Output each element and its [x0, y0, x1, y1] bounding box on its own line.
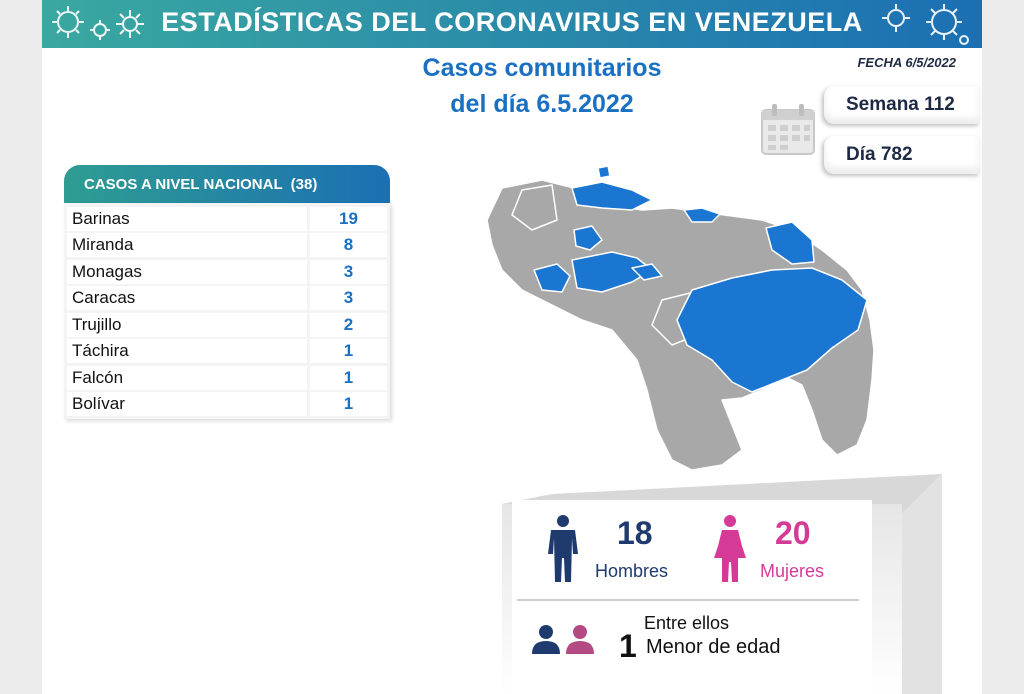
venezuela-map: [486, 165, 875, 471]
banner-title: ESTADÍSTICAS DEL CORONAVIRUS EN VENEZUEL…: [161, 7, 863, 37]
state-cases: 3: [343, 261, 354, 281]
map-state-caracas: [631, 263, 663, 281]
state-name: Táchira: [67, 339, 310, 363]
table-row: Caracas 3: [67, 286, 387, 310]
table-row: Táchira 1: [67, 339, 387, 363]
map-state-monagas: [765, 221, 815, 265]
state-name: Miranda: [67, 233, 310, 257]
virus-icon: [116, 10, 144, 38]
map-state-falcon: [571, 181, 653, 211]
map-state-falcon: [597, 165, 611, 179]
table-header-label: CASOS A NIVEL NACIONAL: [84, 175, 283, 193]
table-row: Monagas 3: [67, 259, 387, 284]
state-cases: 2: [343, 314, 354, 334]
table-header: CASOS A NIVEL NACIONAL (38): [64, 165, 390, 203]
heading-line-2: del día 6.5.2022: [450, 90, 634, 118]
state-name: Barinas: [67, 206, 310, 231]
man-icon: [548, 515, 578, 582]
week-badge: Semana 112: [824, 86, 980, 124]
table-row: Barinas 19: [67, 206, 387, 231]
state-name: Falcón: [67, 365, 310, 390]
map-state-miranda: [683, 207, 721, 223]
table-row: Bolívar 1: [67, 392, 387, 416]
map-state-trujillo: [573, 225, 603, 251]
virus-icon: [882, 4, 969, 45]
state-cases: 19: [339, 208, 358, 228]
title-banner: ESTADÍSTICAS DEL CORONAVIRUS EN VENEZUEL…: [42, 0, 982, 48]
state-cases: 1: [343, 394, 354, 413]
state-cases: 1: [343, 341, 354, 360]
table-header-total: (38): [290, 175, 318, 193]
state-cases: 3: [343, 288, 354, 307]
table-row: Falcón 1: [67, 365, 387, 390]
report-date: FECHA 6/5/2022: [857, 55, 956, 70]
minors-count: 1: [619, 628, 637, 664]
table-row: Miranda 8: [67, 233, 387, 257]
state-name: Monagas: [67, 259, 310, 284]
woman-icon: [714, 515, 746, 582]
day-badge: Día 782: [824, 136, 980, 174]
state-name: Trujillo: [67, 312, 310, 337]
people-icon: [532, 625, 594, 654]
women-count: 20: [775, 515, 811, 551]
map-region: [511, 184, 558, 231]
table-row: Trujillo 2: [67, 312, 387, 337]
minors-label: Menor de edad: [646, 636, 781, 658]
men-label: Hombres: [595, 561, 669, 581]
minors-intro: Entre ellos: [644, 613, 730, 633]
calendar-icon: [761, 104, 815, 155]
cases-table: CASOS A NIVEL NACIONAL (38) Barinas 19 Mi…: [64, 165, 390, 419]
map-state-bolivar: [676, 267, 868, 393]
state-cases: 1: [343, 367, 354, 387]
map-state-tachira: [533, 263, 571, 293]
heading-line-1: Casos comunitarios: [422, 54, 662, 82]
divider: [517, 599, 859, 601]
state-name: Caracas: [67, 286, 310, 310]
state-cases: 8: [343, 235, 354, 254]
table-rows: Barinas 19 Miranda 8 Monagas 3 Caracas 3 Tru…: [64, 203, 390, 419]
state-name: Bolívar: [67, 392, 310, 416]
men-count: 18: [617, 515, 653, 551]
infographic: ESTADÍSTICAS DEL CORONAVIRUS EN VENEZUEL…: [42, 0, 982, 694]
page-heading: Casos comunitarios del día 6.5.2022: [372, 50, 712, 122]
women-label: Mujeres: [760, 561, 825, 581]
virus-icon: [52, 6, 110, 40]
